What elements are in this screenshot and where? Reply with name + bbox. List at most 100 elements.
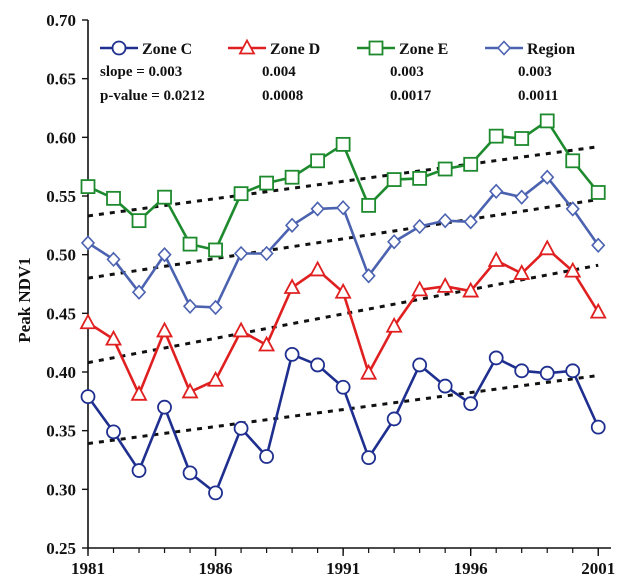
data-point [208,299,223,316]
data-point [259,245,274,262]
data-point [310,201,325,217]
data-point [514,189,529,205]
legend-label: Region [527,41,575,58]
data-point [514,131,530,146]
slope-value: 0.003 [390,64,424,80]
data-point [488,350,504,366]
trend-lines [87,145,599,446]
data-point [589,302,607,319]
data-point [540,169,555,185]
data-point [361,268,376,284]
axes: 0.25 0.30 0.35 0.40 0.45 0.50 0.55 0.60 0.65 0.70… [46,11,615,578]
data-point [539,113,555,129]
data-point [412,170,428,186]
data-point [106,251,121,268]
data-point [368,40,384,56]
data-point [386,411,402,427]
data-point [130,384,148,401]
data-point [80,389,96,405]
data-point [462,281,480,298]
data-point [131,284,147,300]
data-point [181,382,199,399]
x-tick-label: 2001 [581,559,615,578]
y-axis-label: Peak NDV1 [15,257,34,342]
data-point [238,38,256,55]
data-point [157,399,172,415]
data-point [514,363,530,379]
data-point [335,136,351,152]
data-point [411,280,429,297]
data-point [207,370,225,387]
data-series [79,113,607,501]
data-point [334,282,352,299]
data-point [513,264,531,280]
data-point [565,201,580,217]
trend-line [87,263,599,365]
data-point [438,212,453,229]
p-value: 0.0008 [262,88,303,104]
data-point [285,217,300,234]
data-point [105,329,123,346]
x-tick-label: 1991 [326,559,360,578]
data-point [156,321,174,338]
data-point [487,251,505,267]
data-point [387,234,402,250]
y-tick-label: 0.25 [46,539,76,558]
data-point [489,183,504,199]
data-point [591,237,606,253]
data-point [80,235,96,251]
p-value: p-value = 0.0212 [100,88,205,104]
data-point [436,276,454,293]
x-tick-label: 1996 [454,559,488,578]
y-tick-label: 0.40 [46,363,76,382]
data-point [259,175,274,191]
data-point [111,40,127,56]
legend-label: Zone D [270,41,320,58]
data-point [157,246,172,263]
data-point [233,245,249,262]
data-point [386,172,402,187]
slope-value: slope = 0.003 [100,64,182,80]
y-tick-label: 0.65 [46,70,76,89]
y-tick-label: 0.50 [46,246,76,265]
y-tick-label: 0.70 [46,11,76,30]
data-point [565,153,581,169]
data-point [463,156,479,172]
data-point [182,236,198,252]
data-point [361,450,377,466]
slope-value: 0.003 [518,64,552,80]
data-point [437,161,453,177]
p-value: 0.0017 [390,88,432,104]
data-point [80,179,96,195]
x-tick-label: 1986 [199,559,233,578]
data-point [79,313,97,330]
data-point [463,214,478,230]
trend-line [87,198,599,280]
y-tick-label: 0.35 [46,422,76,441]
data-point [385,316,403,333]
legend-label: Zone E [399,41,448,58]
y-tick-label: 0.45 [46,304,76,323]
data-point [284,169,300,185]
data-point [208,485,223,501]
data-point [488,128,504,144]
data-point [131,213,147,229]
y-tick-label: 0.55 [46,187,76,206]
data-point [360,363,378,380]
series-zone-c [80,346,606,501]
x-tick-label: 1981 [71,559,105,578]
data-point [412,218,427,235]
data-point [496,40,512,56]
data-point [208,242,223,258]
data-point [106,424,121,440]
data-point [106,190,121,206]
data-point [157,189,172,205]
data-point [258,335,276,352]
data-point [336,200,351,216]
y-tick-label: 0.30 [46,480,76,499]
data-point [310,153,326,169]
data-point [564,261,582,278]
data-point [182,465,198,481]
data-point [182,298,198,314]
